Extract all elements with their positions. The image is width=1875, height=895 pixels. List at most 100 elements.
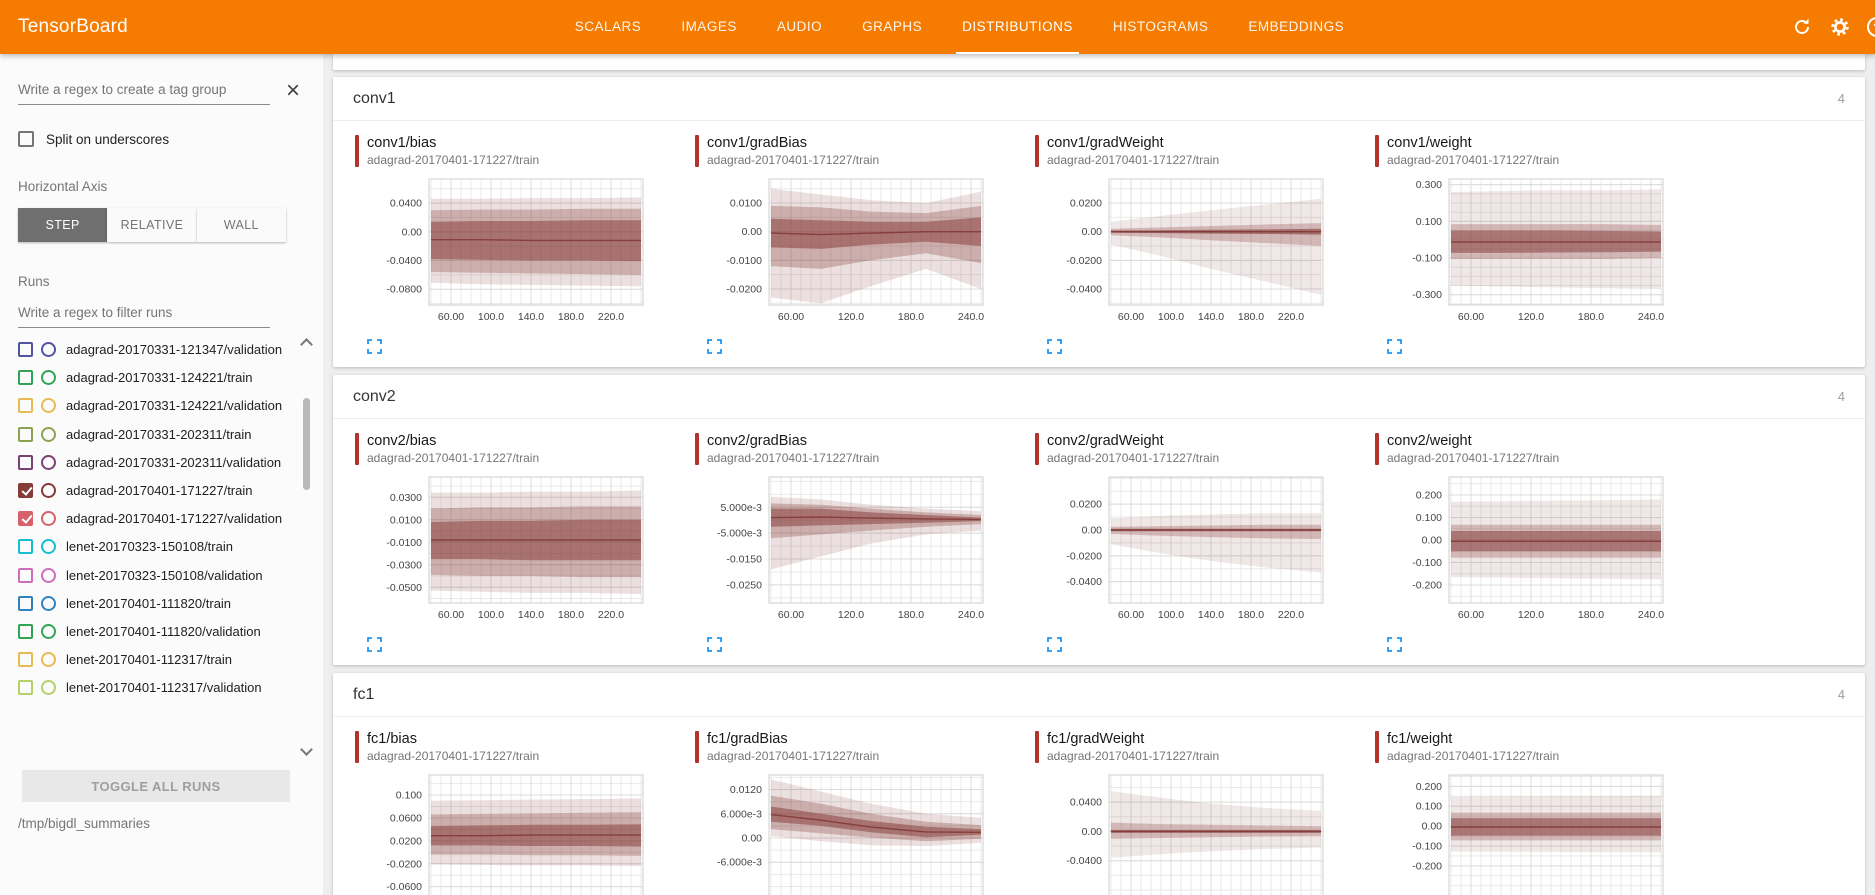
log-directory-path: /tmp/bigdl_summaries — [18, 816, 151, 831]
tab-audio[interactable]: AUDIO — [776, 19, 823, 34]
svg-text:0.200: 0.200 — [1416, 781, 1442, 793]
run-checkbox[interactable] — [18, 342, 33, 357]
svg-text:0.00: 0.00 — [402, 226, 423, 238]
help-icon[interactable]: ? — [1867, 17, 1875, 37]
distribution-plot: 0.0100 0.00 -0.0100 -0.0200 60.00 120.0 180.0 2… — [726, 178, 984, 323]
run-list-item[interactable]: lenet-20170401-112317/validation — [18, 674, 318, 702]
run-checkbox[interactable] — [18, 539, 33, 555]
run-color-radio[interactable] — [41, 567, 56, 583]
tab-embeddings[interactable]: EMBEDDINGS — [1248, 19, 1345, 34]
distribution-plot: 0.01206.000e-30.00-6.000e-360.00120.0180… — [717, 774, 984, 895]
run-checkbox[interactable] — [18, 370, 33, 386]
run-checkbox[interactable] — [18, 623, 33, 639]
distribution-plot: 0.200 0.100 0.00 -0.100 -0.200 60.00 120.0 180.… — [1412, 476, 1664, 621]
run-color-radio[interactable] — [41, 398, 56, 414]
run-list-item[interactable]: lenet-20170401-111820/validation — [18, 618, 318, 646]
tab-scalars[interactable]: SCALARS — [574, 19, 642, 34]
run-list-item[interactable]: adagrad-20170331-202311/train — [18, 421, 318, 449]
run-checkbox[interactable] — [18, 511, 33, 527]
chart-title: conv2/bias — [367, 433, 437, 449]
runs-label: Runs — [18, 274, 50, 289]
run-checkbox[interactable] — [18, 595, 33, 611]
run-list-item[interactable]: adagrad-20170331-124221/validation — [18, 392, 318, 420]
run-color-radio[interactable] — [41, 595, 56, 611]
run-list-item[interactable]: lenet-20170323-150108/train — [18, 533, 318, 561]
run-color-radio[interactable] — [41, 370, 56, 386]
expand-chart-button[interactable] — [707, 339, 723, 355]
expand-chart-button[interactable] — [1047, 637, 1063, 653]
run-checkbox[interactable] — [18, 680, 33, 696]
run-list-item[interactable]: lenet-20170401-112317/train — [18, 646, 318, 674]
svg-text:220.0: 220.0 — [598, 311, 624, 323]
run-list-item[interactable]: adagrad-20170401-171227/train — [18, 477, 318, 505]
checkbox-box-icon — [18, 131, 34, 147]
chart-title: fc1/weight — [1387, 731, 1453, 747]
tab-histograms[interactable]: HISTOGRAMS — [1112, 19, 1209, 34]
tag-group-header[interactable]: conv2 4 — [333, 375, 1865, 419]
tag-group-count: 4 — [1837, 389, 1845, 404]
svg-text:0.0100: 0.0100 — [390, 514, 422, 526]
expand-chart-button[interactable] — [1387, 637, 1403, 653]
close-icon[interactable]: × — [286, 76, 301, 104]
run-list-item[interactable]: adagrad-20170331-121347/validation — [18, 336, 318, 364]
run-list-item[interactable]: lenet-20170401-111820/train — [18, 590, 318, 618]
run-checkbox[interactable] — [18, 426, 33, 442]
svg-text:60.00: 60.00 — [1458, 311, 1484, 323]
expand-chart-button[interactable] — [707, 637, 723, 653]
tab-images[interactable]: IMAGES — [681, 19, 737, 34]
run-checkbox[interactable] — [18, 652, 33, 668]
tag-group-header[interactable]: conv1 4 — [333, 77, 1865, 121]
run-color-radio[interactable] — [41, 426, 56, 442]
tag-group-header[interactable]: fc1 4 — [333, 673, 1865, 717]
run-color-radio[interactable] — [41, 342, 56, 357]
expand-chart-button[interactable] — [367, 637, 383, 653]
expand-chart-button[interactable] — [367, 339, 383, 355]
axis-button-wall[interactable]: WALL — [196, 208, 286, 242]
run-list-item[interactable]: adagrad-20170331-124221/train — [18, 364, 318, 392]
split-underscores-checkbox[interactable]: Split on underscores — [18, 131, 323, 147]
run-list-item[interactable]: lenet-20170323-150108/validation — [18, 562, 318, 590]
run-list-scrollbar[interactable] — [303, 398, 310, 490]
expand-chart-button[interactable] — [1047, 339, 1063, 355]
axis-button-step[interactable]: STEP — [18, 208, 108, 242]
run-checkbox[interactable] — [18, 482, 33, 498]
run-checkbox[interactable] — [18, 454, 33, 470]
tag-regex-input[interactable] — [18, 76, 270, 105]
chart-run-label: adagrad-20170401-171227/train — [707, 153, 880, 167]
tab-bar: SCALARS IMAGES AUDIO GRAPHS DISTRIBUTIONS HIS… — [128, 0, 1791, 54]
run-checkbox[interactable] — [18, 398, 33, 414]
chart-run-label: adagrad-20170401-171227/train — [367, 153, 540, 167]
tab-graphs[interactable]: GRAPHS — [862, 19, 923, 34]
run-list-item[interactable]: adagrad-20170331-202311/validation — [18, 449, 318, 477]
runs-regex-input[interactable] — [18, 299, 270, 328]
settings-icon[interactable] — [1829, 16, 1851, 38]
svg-text:120.0: 120.0 — [1518, 311, 1544, 323]
chart-run-label: adagrad-20170401-171227/train — [367, 451, 540, 465]
axis-button-relative[interactable]: RELATIVE — [107, 208, 197, 242]
run-color-radio[interactable] — [41, 454, 56, 470]
run-color-radio[interactable] — [41, 511, 56, 527]
chart-run-label: adagrad-20170401-171227/train — [1047, 749, 1220, 763]
chart-title-block: fc1/bias adagrad-20170401-171227/train — [367, 731, 539, 763]
toggle-all-runs-button[interactable]: TOGGLE ALL RUNS — [22, 770, 290, 802]
tag-group-title: conv1 — [353, 89, 396, 107]
expand-chart-button[interactable] — [1387, 339, 1403, 355]
chart-title-block: conv2/gradWeight adagrad-20170401-171227/… — [1047, 433, 1219, 465]
chart-card: fc1/gradBias adagrad-20170401-171227/trai… — [695, 731, 1035, 895]
run-checkbox[interactable] — [18, 567, 33, 583]
run-color-radio[interactable] — [41, 652, 56, 668]
run-color-radio[interactable] — [41, 680, 56, 696]
run-color-radio[interactable] — [41, 623, 56, 639]
run-list-item[interactable]: adagrad-20170401-171227/validation — [18, 505, 318, 533]
run-color-radio[interactable] — [41, 539, 56, 555]
svg-text:0.300: 0.300 — [1416, 179, 1442, 191]
chart-header: fc1/weight adagrad-20170401-171227/train — [1375, 731, 1715, 763]
svg-text:180.0: 180.0 — [1238, 311, 1264, 323]
run-color-radio[interactable] — [41, 482, 56, 498]
svg-text:0.00: 0.00 — [1082, 226, 1103, 238]
refresh-icon[interactable] — [1791, 16, 1813, 38]
scroll-down-icon[interactable] — [300, 743, 313, 756]
chart-header: conv1/gradBias adagrad-20170401-171227/tr… — [695, 135, 1035, 167]
svg-text:180.0: 180.0 — [1238, 609, 1264, 621]
tab-distributions[interactable]: DISTRIBUTIONS — [956, 0, 1079, 54]
